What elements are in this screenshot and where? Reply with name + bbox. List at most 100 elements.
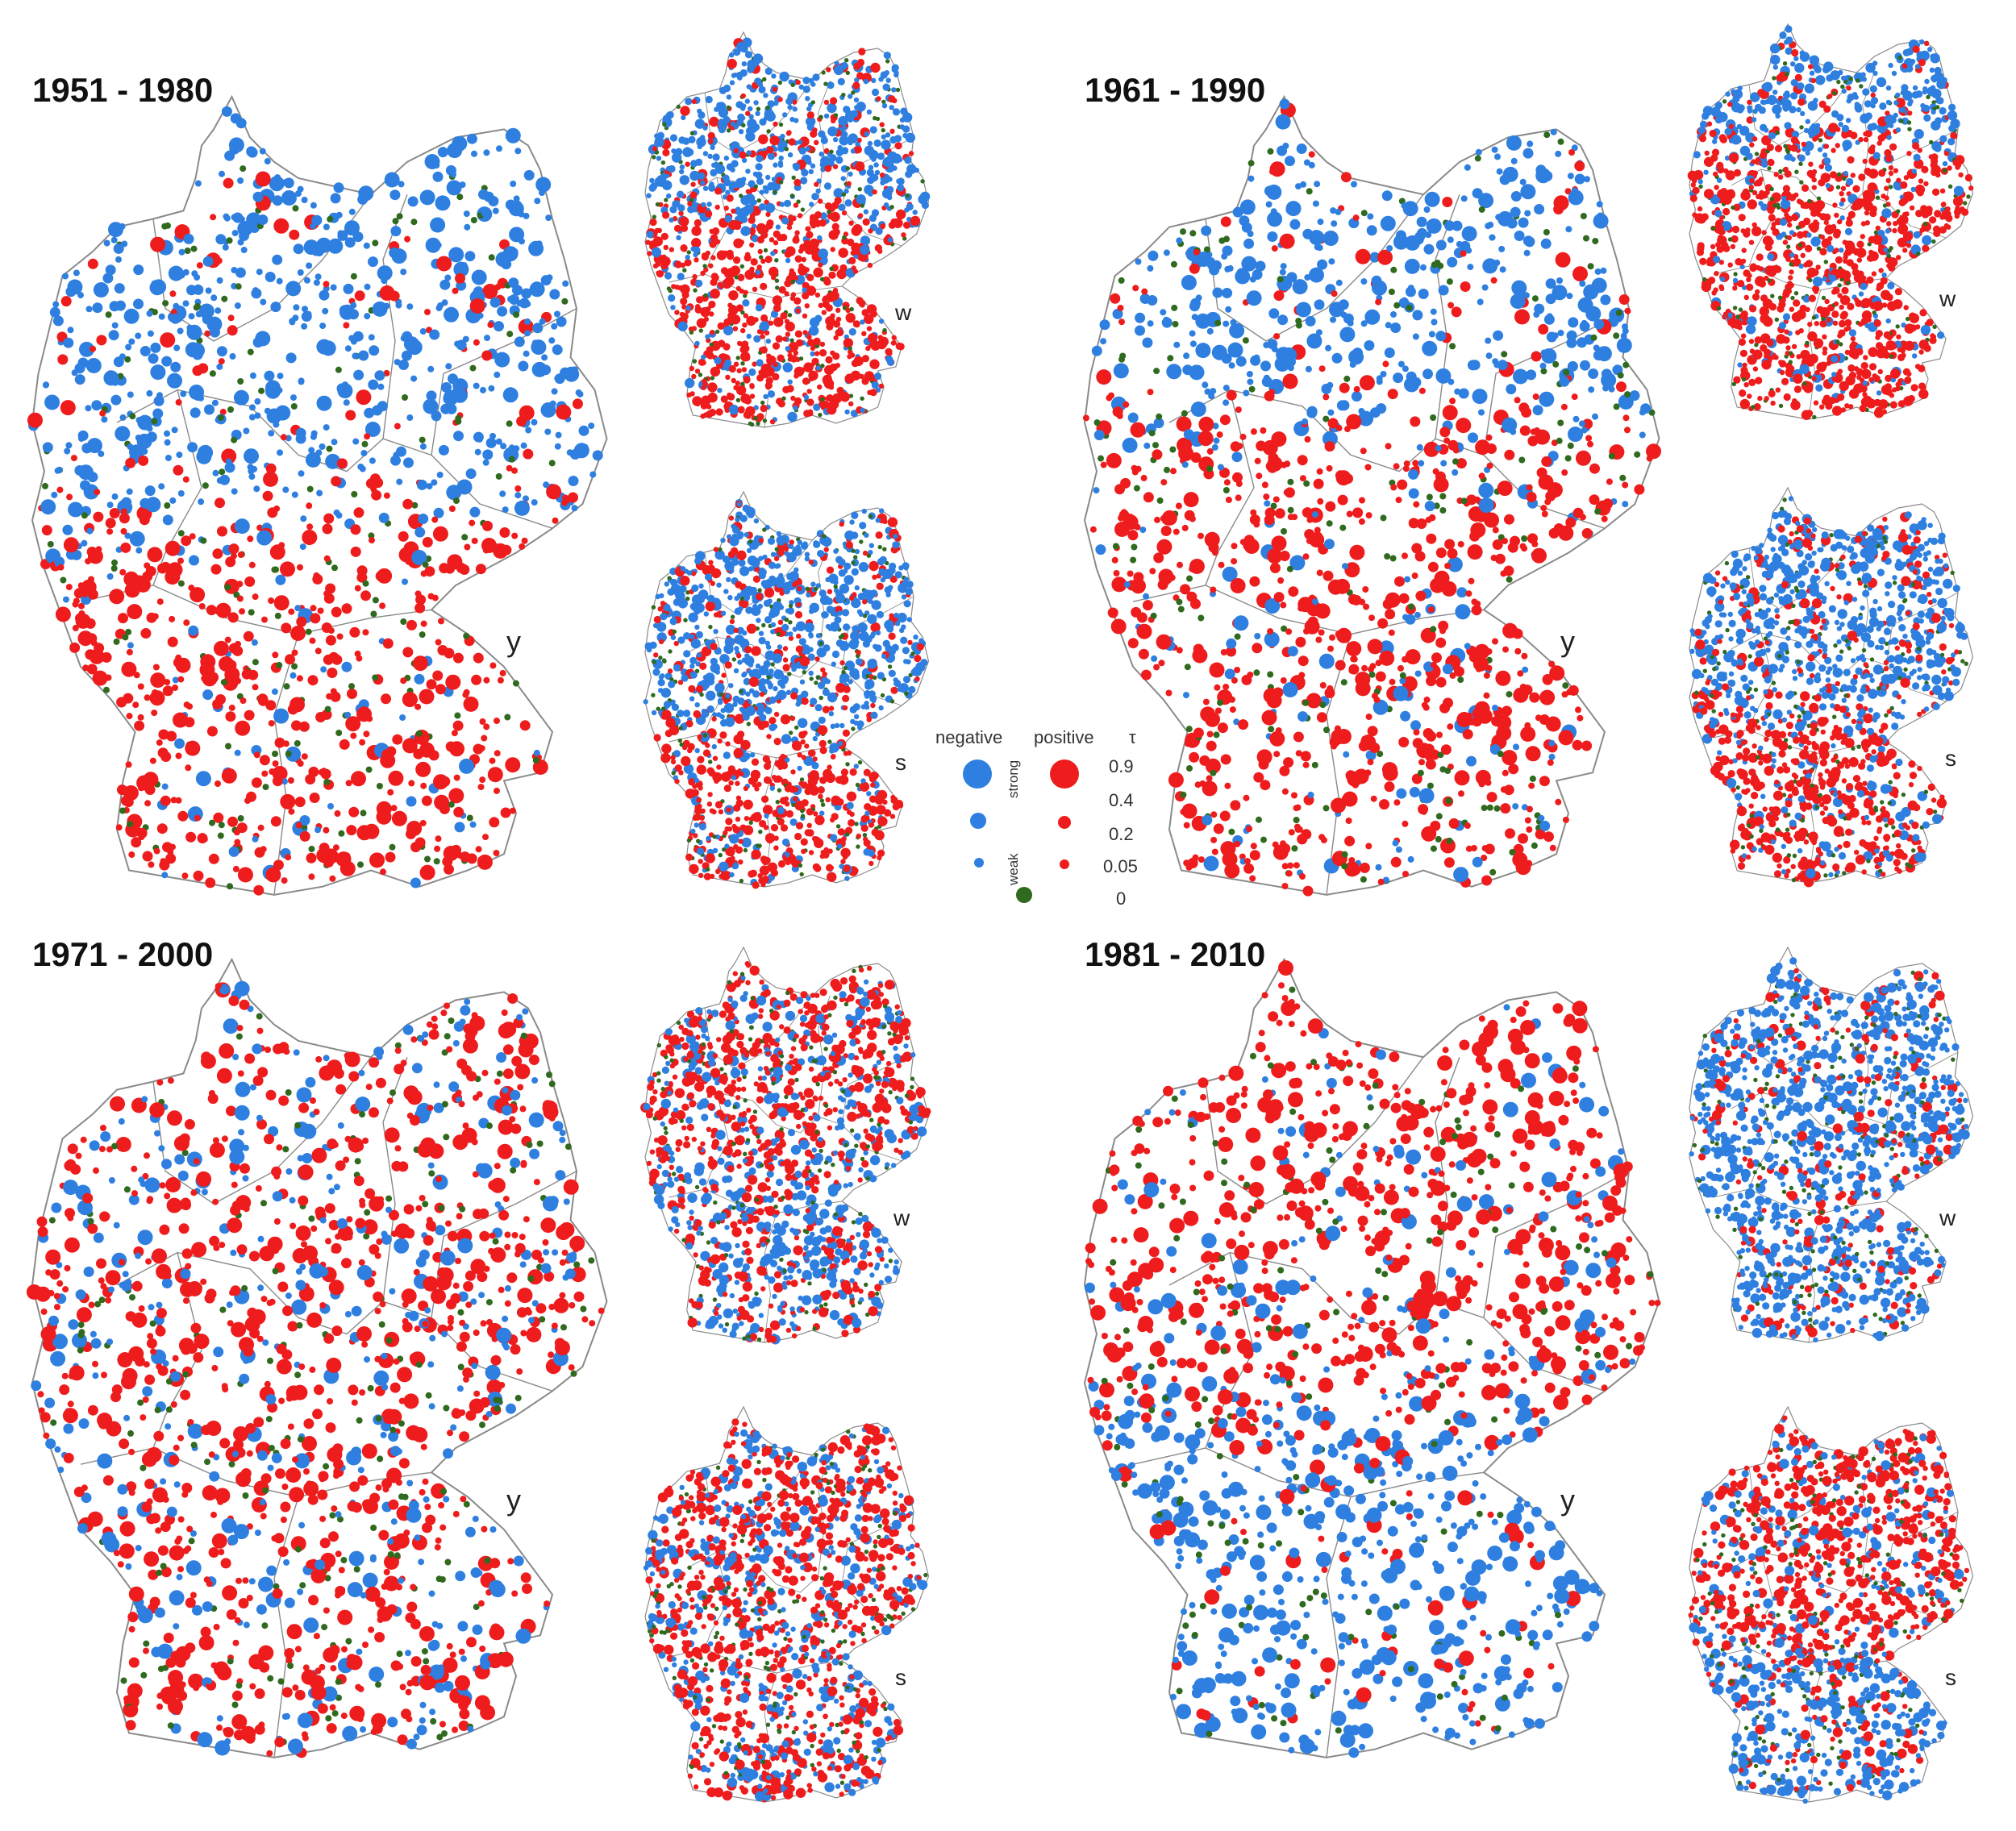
station-dot-negative bbox=[767, 537, 776, 545]
station-dot-negative bbox=[1461, 226, 1477, 242]
station-dot-zero bbox=[845, 762, 850, 767]
station-dot-negative bbox=[91, 400, 102, 411]
station-dot-negative bbox=[343, 399, 350, 406]
station-dot-negative bbox=[881, 103, 888, 109]
station-dot-positive bbox=[663, 244, 669, 251]
station-dot-negative bbox=[1213, 437, 1220, 444]
station-dot-zero bbox=[81, 512, 88, 519]
station-dot-positive bbox=[766, 219, 774, 227]
station-dot-negative bbox=[759, 324, 764, 331]
station-dot-positive bbox=[749, 393, 756, 399]
station-dot-positive bbox=[726, 267, 737, 278]
station-dot-positive bbox=[352, 720, 360, 727]
station-dot-negative bbox=[695, 630, 703, 639]
station-dot-positive bbox=[387, 789, 394, 796]
station-dot-positive bbox=[371, 489, 382, 501]
station-dot-negative bbox=[819, 535, 830, 546]
station-dot-positive bbox=[251, 777, 262, 789]
station-dot-zero bbox=[889, 205, 894, 210]
station-dot-negative bbox=[384, 172, 400, 188]
station-dot-positive bbox=[193, 590, 200, 597]
station-dot-negative bbox=[803, 394, 810, 400]
station-dot-negative bbox=[1315, 329, 1322, 336]
station-dot-positive bbox=[705, 601, 715, 612]
station-dot-positive bbox=[836, 328, 844, 337]
station-dot-negative bbox=[452, 387, 468, 403]
station-dot-negative bbox=[859, 522, 867, 530]
station-dot-positive bbox=[1210, 586, 1217, 593]
station-dot-negative bbox=[426, 390, 437, 402]
station-dot-positive bbox=[453, 806, 464, 818]
station-dot-negative bbox=[1622, 501, 1629, 508]
station-dot-negative bbox=[264, 380, 281, 396]
station-dot-positive bbox=[867, 333, 878, 343]
station-dot-positive bbox=[1331, 797, 1346, 814]
station-dot-zero bbox=[1181, 410, 1188, 417]
station-dot-negative bbox=[1233, 718, 1240, 726]
station-dot-negative bbox=[194, 331, 201, 339]
station-dot-negative bbox=[712, 847, 719, 854]
station-dot-zero bbox=[129, 413, 136, 420]
station-dot-zero bbox=[117, 372, 124, 380]
station-dot-negative bbox=[377, 383, 385, 390]
station-dot-zero bbox=[119, 807, 127, 814]
station-dot-negative bbox=[249, 404, 256, 411]
station-dot-zero bbox=[652, 660, 656, 664]
station-dot-positive bbox=[212, 548, 223, 560]
station-dot-negative bbox=[902, 580, 908, 585]
station-dot-negative bbox=[884, 619, 894, 630]
station-dot-positive bbox=[182, 476, 190, 483]
station-dot-positive bbox=[1456, 458, 1467, 469]
station-dot-negative bbox=[473, 382, 480, 389]
station-dot-positive bbox=[721, 672, 727, 678]
station-dot-zero bbox=[851, 726, 856, 731]
station-dot-zero bbox=[469, 364, 477, 372]
station-dot-positive bbox=[208, 672, 219, 683]
station-dot-negative bbox=[390, 226, 402, 237]
station-dot-positive bbox=[65, 584, 73, 591]
station-dot-positive bbox=[323, 826, 330, 834]
station-dot-negative bbox=[741, 157, 748, 163]
station-dot-positive bbox=[674, 764, 682, 772]
station-dot-positive bbox=[790, 292, 797, 298]
station-dot-negative bbox=[1264, 631, 1280, 647]
station-dot-positive bbox=[1495, 670, 1511, 686]
station-dot-negative bbox=[832, 136, 839, 143]
station-dot-positive bbox=[448, 506, 456, 512]
station-dot-positive bbox=[1313, 478, 1324, 489]
station-dot-negative bbox=[776, 671, 785, 679]
station-dot-negative bbox=[532, 323, 544, 334]
station-dot-positive bbox=[1337, 494, 1348, 506]
station-dot-negative bbox=[463, 210, 470, 218]
station-dot-zero bbox=[865, 673, 870, 679]
station-dot-positive bbox=[800, 838, 808, 846]
station-dot-negative bbox=[146, 431, 157, 443]
station-dot-negative bbox=[277, 449, 283, 456]
station-dot-zero bbox=[821, 70, 826, 75]
station-dot-positive bbox=[782, 336, 788, 342]
station-dot-negative bbox=[683, 764, 694, 774]
station-dot-zero bbox=[698, 372, 703, 377]
station-dot-negative bbox=[685, 306, 691, 311]
station-dot-negative bbox=[837, 144, 843, 151]
station-dot-negative bbox=[1135, 258, 1142, 265]
station-dot-negative bbox=[848, 133, 858, 144]
station-dot-negative bbox=[571, 505, 578, 512]
station-dot-zero bbox=[1506, 691, 1513, 698]
station-dot-positive bbox=[1587, 440, 1593, 447]
station-dot-positive bbox=[1490, 277, 1497, 284]
station-dot-positive bbox=[779, 590, 785, 596]
station-dot-negative bbox=[748, 566, 754, 572]
station-dot-positive bbox=[493, 850, 500, 856]
station-dot-negative bbox=[765, 174, 771, 181]
station-dot-zero bbox=[125, 628, 132, 635]
station-dot-negative bbox=[729, 834, 739, 844]
station-dot-negative bbox=[831, 650, 840, 659]
station-dot-negative bbox=[706, 202, 712, 207]
station-dot-positive bbox=[329, 875, 336, 882]
station-dot-negative bbox=[724, 717, 735, 727]
station-dot-positive bbox=[1416, 518, 1427, 529]
station-dot-positive bbox=[149, 757, 156, 764]
station-dot-positive bbox=[681, 312, 689, 320]
station-dot-negative bbox=[853, 714, 860, 720]
